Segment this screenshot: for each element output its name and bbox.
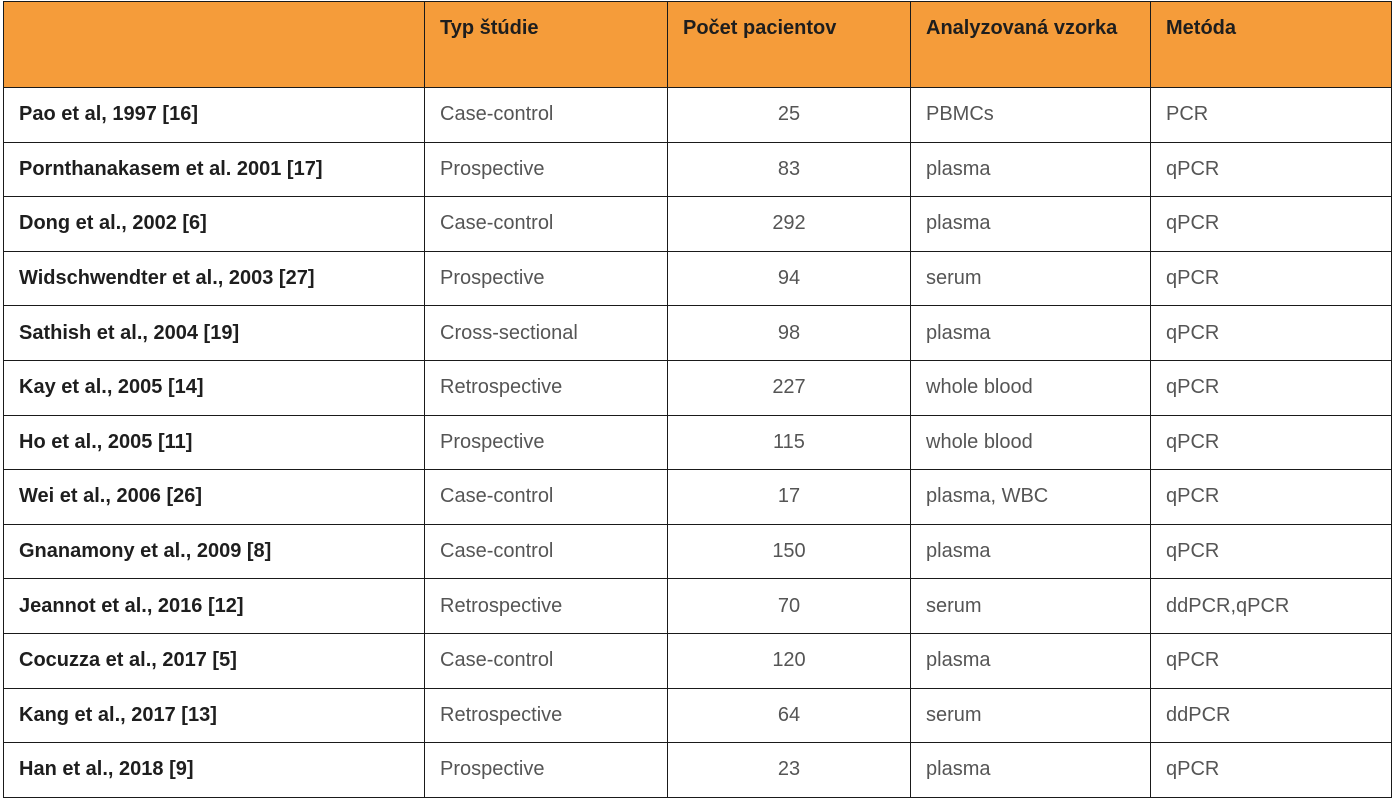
study-cell: Pornthanakasem et al. 2001 [17] [3,141,425,198]
study-type-cell: Retrospective [424,578,668,634]
study-cell: Kay et al., 2005 [14] [3,359,425,416]
study-cell: Dong et al., 2002 [6] [3,196,425,252]
sample-cell: PBMCs [910,87,1151,143]
method-cell: qPCR [1150,523,1392,580]
study-cell: Wei et al., 2006 [26] [3,469,425,525]
method-cell: qPCR [1150,742,1392,798]
studies-table-container: Typ štúdie Počet pacientov Analyzovaná v… [3,1,1392,798]
method-cell: ddPCR [1150,687,1392,744]
study-cell: Pao et al, 1997 [16] [3,87,425,143]
study-type-cell: Prospective [424,414,668,471]
patient-count-cell: 150 [667,523,911,580]
patient-count-cell: 23 [667,742,911,798]
table-row: Kay et al., 2005 [14] Retrospective 227 … [3,359,1392,416]
method-cell: qPCR [1150,469,1392,525]
study-type-cell: Cross-sectional [424,305,668,361]
patient-count-cell: 25 [667,87,911,143]
table-row: Jeannot et al., 2016 [12] Retrospective … [3,578,1392,634]
sample-cell: serum [910,687,1151,744]
method-cell: qPCR [1150,250,1392,307]
table-row: Dong et al., 2002 [6] Case-control 292 p… [3,196,1392,252]
study-cell: Kang et al., 2017 [13] [3,687,425,744]
study-cell: Sathish et al., 2004 [19] [3,305,425,361]
header-cell-study [3,1,425,88]
study-type-cell: Retrospective [424,687,668,744]
header-cell-study-type: Typ štúdie [424,1,668,88]
table-row: Sathish et al., 2004 [19] Cross-sectiona… [3,305,1392,361]
study-type-cell: Case-control [424,523,668,580]
method-cell: ddPCR,qPCR [1150,578,1392,634]
study-cell: Gnanamony et al., 2009 [8] [3,523,425,580]
table-row: Widschwendter et al., 2003 [27] Prospect… [3,250,1392,307]
study-type-cell: Prospective [424,742,668,798]
method-cell: qPCR [1150,414,1392,471]
study-type-cell: Prospective [424,141,668,198]
table-body: Pao et al, 1997 [16] Case-control 25 PBM… [3,87,1392,798]
sample-cell: plasma [910,523,1151,580]
sample-cell: plasma [910,141,1151,198]
patient-count-cell: 70 [667,578,911,634]
method-cell: qPCR [1150,196,1392,252]
study-cell: Widschwendter et al., 2003 [27] [3,250,425,307]
header-cell-sample: Analyzovaná vzorka [910,1,1151,88]
study-type-cell: Prospective [424,250,668,307]
study-cell: Han et al., 2018 [9] [3,742,425,798]
header-cell-patient-count: Počet pacientov [667,1,911,88]
study-type-cell: Case-control [424,632,668,689]
patient-count-cell: 227 [667,359,911,416]
method-cell: PCR [1150,87,1392,143]
table-row: Pornthanakasem et al. 2001 [17] Prospect… [3,141,1392,198]
study-cell: Ho et al., 2005 [11] [3,414,425,471]
sample-cell: plasma [910,305,1151,361]
table-row: Pao et al, 1997 [16] Case-control 25 PBM… [3,87,1392,143]
study-type-cell: Case-control [424,196,668,252]
patient-count-cell: 94 [667,250,911,307]
patient-count-cell: 83 [667,141,911,198]
method-cell: qPCR [1150,141,1392,198]
patient-count-cell: 120 [667,632,911,689]
sample-cell: plasma, WBC [910,469,1151,525]
studies-table: Typ štúdie Počet pacientov Analyzovaná v… [3,1,1392,798]
sample-cell: plasma [910,742,1151,798]
table-row: Han et al., 2018 [9] Prospective 23 plas… [3,742,1392,798]
patient-count-cell: 98 [667,305,911,361]
sample-cell: plasma [910,196,1151,252]
study-cell: Cocuzza et al., 2017 [5] [3,632,425,689]
table-row: Kang et al., 2017 [13] Retrospective 64 … [3,687,1392,744]
sample-cell: serum [910,250,1151,307]
sample-cell: serum [910,578,1151,634]
method-cell: qPCR [1150,305,1392,361]
table-header: Typ štúdie Počet pacientov Analyzovaná v… [3,1,1392,88]
study-type-cell: Case-control [424,469,668,525]
table-row: Gnanamony et al., 2009 [8] Case-control … [3,523,1392,580]
header-row: Typ štúdie Počet pacientov Analyzovaná v… [3,1,1392,88]
patient-count-cell: 64 [667,687,911,744]
study-cell: Jeannot et al., 2016 [12] [3,578,425,634]
method-cell: qPCR [1150,359,1392,416]
table-row: Ho et al., 2005 [11] Prospective 115 who… [3,414,1392,471]
sample-cell: whole blood [910,414,1151,471]
patient-count-cell: 292 [667,196,911,252]
header-cell-method: Metóda [1150,1,1392,88]
sample-cell: whole blood [910,359,1151,416]
method-cell: qPCR [1150,632,1392,689]
study-type-cell: Case-control [424,87,668,143]
table-row: Cocuzza et al., 2017 [5] Case-control 12… [3,632,1392,689]
patient-count-cell: 115 [667,414,911,471]
table-row: Wei et al., 2006 [26] Case-control 17 pl… [3,469,1392,525]
sample-cell: plasma [910,632,1151,689]
patient-count-cell: 17 [667,469,911,525]
study-type-cell: Retrospective [424,359,668,416]
